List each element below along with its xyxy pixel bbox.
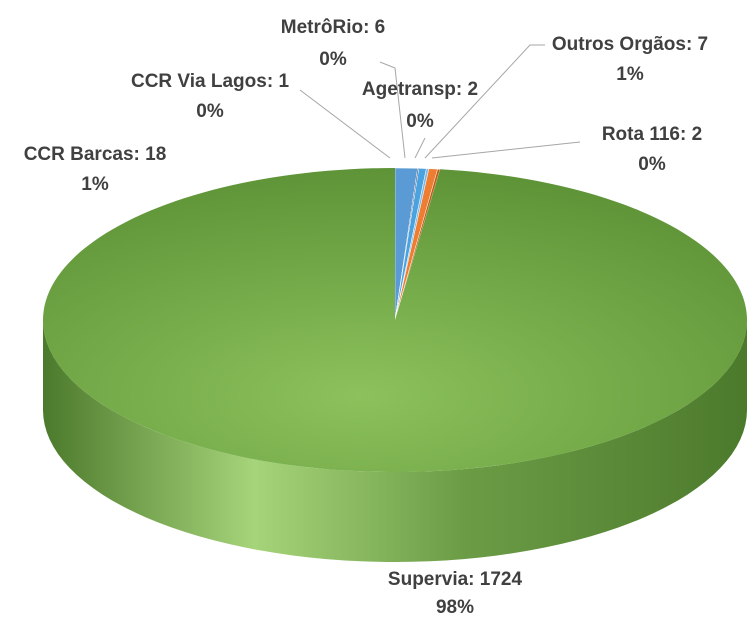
- data-label: MetrôRio: 6: [281, 17, 386, 38]
- leader-line: [414, 137, 426, 159]
- data-label: Outros Orgãos: 7: [552, 34, 708, 55]
- percent-label: 0%: [319, 49, 347, 70]
- percent-label: 1%: [616, 64, 644, 85]
- pie-slice: [42, 168, 747, 472]
- leader-line: [424, 44, 545, 159]
- leader-line: [431, 141, 581, 159]
- pie-slice: [394, 168, 441, 321]
- pie-side: [43, 320, 747, 562]
- percent-label: 0%: [406, 111, 434, 132]
- data-label: CCR Barcas: 18: [24, 144, 167, 165]
- leader-line: [379, 61, 406, 159]
- percent-label: 98%: [436, 597, 474, 618]
- data-label: Rota 116: 2: [602, 124, 702, 145]
- data-label: CCR Via Lagos: 1: [131, 71, 289, 92]
- leader-line: [299, 89, 391, 159]
- percent-label: 0%: [196, 101, 224, 122]
- percent-label: 1%: [81, 174, 109, 195]
- data-label: Supervia: 1724: [388, 569, 523, 590]
- data-label: Agetransp: 2: [362, 79, 478, 100]
- percent-label: 0%: [638, 154, 666, 175]
